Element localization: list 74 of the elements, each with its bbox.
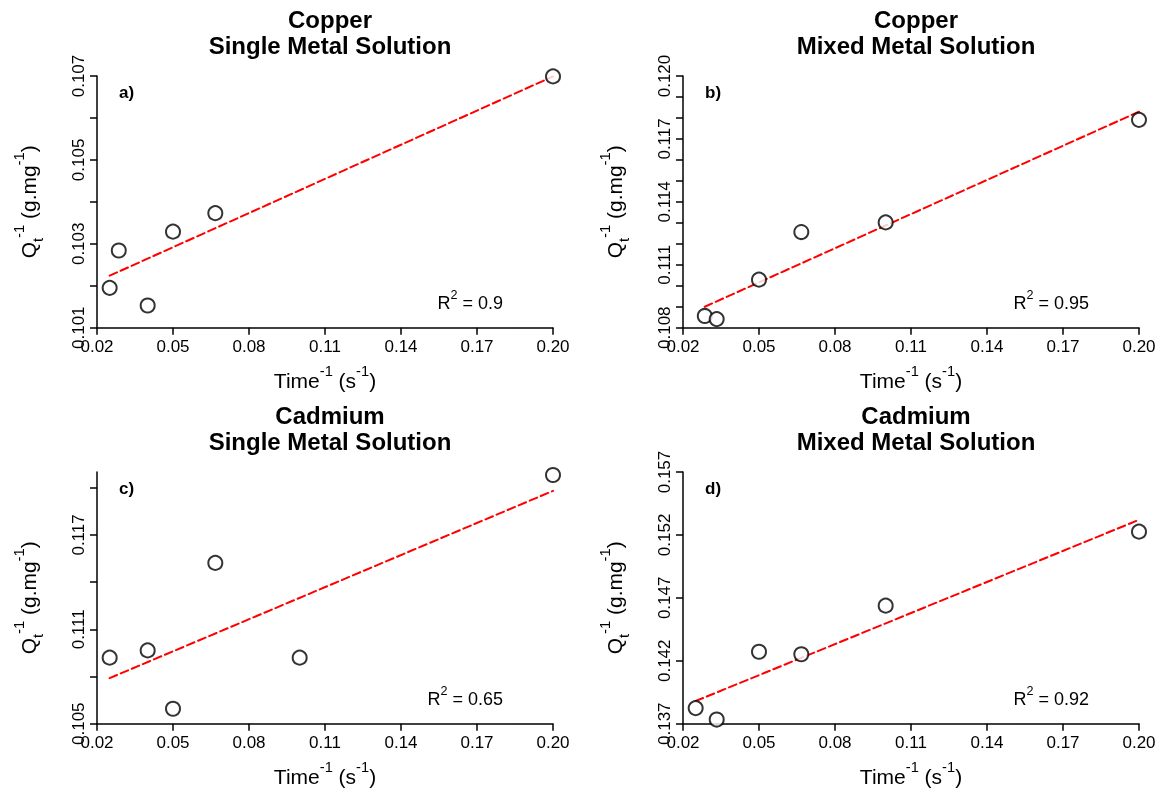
y-tick-label: 0.114 [655,181,674,223]
x-tick-label: 0.14 [970,336,1004,356]
point [1131,523,1147,540]
point [139,297,156,314]
x-tick-label: 0.20 [1122,336,1156,356]
x-tick-label: 0.08 [818,336,852,356]
chart-title: Copper [874,5,958,33]
point [877,214,894,231]
point [207,554,224,571]
x-tick-label: 0.14 [384,336,418,356]
chart-subtitle: Single Metal Solution [208,427,452,455]
y-tick-label: 0.111 [655,244,674,285]
x-tick-label: 0.11 [895,336,927,356]
y-axis-title: Qt-1 (g.mg-1) [596,145,632,259]
point [545,466,561,483]
y-tick-label: 0.157 [655,450,674,494]
y-tick-label: 0.103 [69,222,88,266]
annotation: c) [119,479,135,498]
point [291,649,308,666]
x-tick-label: 0.08 [232,336,266,356]
y-axis-title: Qt-1 (g.mg-1) [10,145,46,259]
chart-subtitle: Mixed Metal Solution [796,427,1036,455]
x-tick-label: 0.14 [970,732,1004,752]
chart-title: Copper [288,5,372,33]
point [751,643,767,660]
x-tick-label: 0.08 [818,732,852,752]
point [793,646,810,663]
x-tick-label: 0.05 [742,732,776,752]
annotation: a) [119,83,135,102]
chart-title: Cadmium [861,401,971,429]
x-tick-label: 0.11 [309,732,341,752]
x-tick-label: 0.05 [742,336,776,356]
x-tick-label: 0.20 [1122,732,1156,752]
point [101,649,118,666]
chart-title: Cadmium [275,401,385,429]
y-axis-title: Qt-1 (g.mg-1) [10,541,46,655]
point [708,711,725,728]
x-tick-label: 0.11 [895,732,927,752]
point [139,642,156,659]
x-tick-label: 0.17 [1046,336,1080,356]
x-tick-label: 0.14 [384,732,418,752]
y-tick-label: 0.117 [69,514,88,556]
x-tick-label: 0.17 [1046,732,1080,752]
point [165,223,181,240]
x-tick-label: 0.20 [536,336,570,356]
y-tick-label: 0.142 [655,639,674,683]
point [165,700,181,717]
y-tick-label: 0.147 [655,576,674,620]
annotation: b) [705,83,722,102]
point [877,597,894,614]
y-axis-title: Qt-1 (g.mg-1) [596,541,632,655]
x-tick-label: 0.11 [309,336,341,356]
y-tick-label: 0.111 [69,609,88,650]
point [687,700,704,717]
point [751,271,767,288]
x-tick-label: 0.17 [460,732,494,752]
x-tick-label: 0.05 [156,336,190,356]
y-tick-label: 0.120 [655,54,674,98]
y-tick-label: 0.107 [69,54,88,98]
y-tick-label: 0.152 [655,513,674,557]
point [708,311,725,328]
y-tick-label: 0.105 [69,138,88,182]
point [110,242,127,259]
point [101,279,118,296]
point [545,68,561,85]
point [793,224,810,241]
annotation: d) [705,479,722,498]
x-tick-label: 0.17 [460,336,494,356]
x-tick-label: 0.05 [156,732,190,752]
point [1131,111,1147,128]
y-tick-label: 0.117 [655,118,674,160]
x-tick-label: 0.20 [536,732,570,752]
x-tick-label: 0.08 [232,732,266,752]
point [207,205,224,222]
